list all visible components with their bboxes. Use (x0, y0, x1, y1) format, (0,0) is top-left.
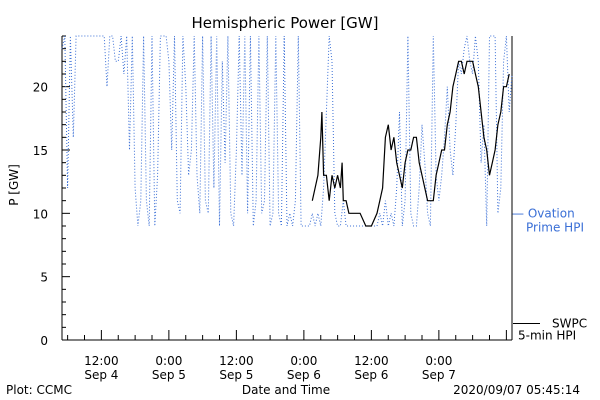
x-tick-time-label: 12:00 (84, 354, 119, 368)
legend-swpc-label-line2: 5-min HPI (518, 329, 576, 343)
y-axis-label: P [GW] (7, 164, 21, 206)
legend-swpc-label: SWPC (552, 317, 587, 331)
x-tick-time-label: 0:00 (290, 354, 317, 368)
plot-credit: Plot: CCMC (6, 383, 72, 397)
legend-ovation-label-line2: Prime HPI (526, 220, 584, 234)
ovation-series-line (61, 35, 513, 227)
y-tick-label: 10 (33, 207, 48, 221)
swpc-series-line (311, 60, 510, 227)
x-axis-label: Date and Time (242, 383, 330, 397)
x-tick-date-label: Sep 6 (354, 368, 388, 382)
x-tick-date-label: Sep 5 (152, 368, 186, 382)
y-tick-label: 15 (33, 144, 48, 158)
x-tick-time-label: 12:00 (219, 354, 254, 368)
legend-ovation-label: — Ovation (512, 206, 575, 220)
timestamp: 2020/09/07 05:45:14 (453, 383, 580, 397)
x-tick-date-label: Sep 6 (287, 368, 321, 382)
x-tick-time-label: 0:00 (425, 354, 452, 368)
y-tick-label: 0 (40, 334, 48, 348)
x-tick-date-label: Sep 5 (219, 368, 253, 382)
chart-title: Hemispheric Power [GW] (192, 14, 379, 32)
y-tick-label: 5 (40, 271, 48, 285)
y-tick-label: 20 (33, 81, 48, 95)
x-tick-date-label: Sep 4 (84, 368, 118, 382)
x-tick-time-label: 0:00 (155, 354, 182, 368)
x-tick-time-label: 12:00 (354, 354, 389, 368)
x-tick-date-label: Sep 7 (422, 368, 456, 382)
